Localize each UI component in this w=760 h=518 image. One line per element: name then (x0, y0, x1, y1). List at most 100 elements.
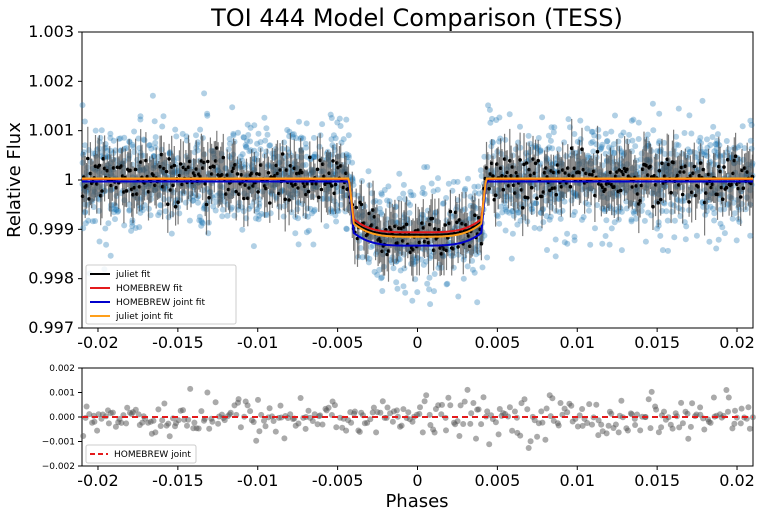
flux-point (719, 224, 726, 231)
residual-point (86, 411, 93, 418)
flux-point (687, 149, 694, 156)
flux-point (407, 188, 414, 195)
flux-point (376, 205, 383, 212)
residual-point (484, 408, 491, 415)
flux-point (311, 206, 318, 213)
flux-point (629, 137, 636, 144)
flux-point (311, 208, 317, 215)
flux-point (602, 130, 609, 137)
flux-point (197, 126, 204, 133)
flux-point (650, 127, 657, 134)
flux-point (107, 130, 114, 137)
flux-point (631, 210, 638, 217)
residual-point (438, 411, 445, 418)
flux-point (92, 218, 99, 224)
flux-point (698, 140, 704, 146)
flux-point (608, 128, 615, 135)
residual-point (319, 421, 326, 428)
flux-point (725, 146, 732, 153)
residual-ytick-label: 0.000 (49, 413, 75, 423)
residual-point (732, 407, 738, 414)
flux-point (544, 247, 550, 253)
residual-legend: HOMEBREW joint (85, 444, 197, 464)
flux-point (606, 144, 613, 151)
legend-label-homebrew-joint: HOMEBREW joint (114, 450, 191, 460)
flux-point (529, 205, 536, 212)
flux-point (598, 145, 605, 152)
residual-point (187, 385, 194, 392)
flux-point (618, 208, 625, 215)
flux-point (323, 223, 330, 230)
binned-point (100, 189, 104, 193)
flux-point (697, 134, 704, 141)
flux-point (327, 111, 334, 118)
flux-point (665, 247, 671, 254)
residual-point (707, 419, 714, 426)
residual-point (579, 422, 586, 429)
flux-point (489, 115, 495, 122)
flux-point (713, 245, 720, 252)
flux-point (462, 185, 469, 192)
flux-point (149, 92, 156, 99)
flux-point (506, 111, 513, 118)
residual-x-ticks: -0.02 -0.015 -0.01 -0.005 0 0.005 0.01 0.015 0.0… (77, 466, 755, 490)
residual-point (729, 425, 736, 432)
residual-point (431, 429, 438, 436)
binned-point (651, 204, 655, 209)
flux-point (474, 299, 481, 306)
flux-point (378, 275, 385, 282)
flux-point (465, 175, 471, 182)
flux-point (587, 241, 594, 248)
residual-point (701, 426, 708, 433)
flux-point (464, 263, 471, 270)
flux-point (378, 191, 385, 198)
flux-point (426, 286, 433, 293)
flux-point (138, 152, 145, 159)
residual-point (185, 416, 192, 423)
flux-point (707, 203, 714, 210)
flux-point (198, 222, 205, 229)
residual-point (612, 421, 619, 428)
residual-point (534, 433, 541, 440)
flux-point (537, 148, 544, 155)
flux-point (434, 186, 441, 193)
residual-point (184, 422, 190, 429)
flux-point (494, 213, 501, 220)
residual-point (297, 395, 304, 401)
flux-point (104, 147, 111, 154)
flux-point (506, 209, 513, 216)
flux-point (686, 112, 693, 119)
binned-point (501, 187, 506, 192)
flux-point (264, 131, 271, 138)
flux-point (420, 261, 427, 268)
top-xtick-label: -0.015 (152, 333, 204, 352)
flux-point (148, 145, 155, 152)
residual-point (738, 405, 745, 412)
residual-point (373, 429, 380, 436)
flux-point (703, 203, 710, 210)
flux-point (253, 208, 260, 215)
flux-point (345, 152, 352, 159)
flux-point (477, 167, 484, 174)
x-axis-label: Phases (385, 491, 448, 512)
residual-point (331, 402, 338, 409)
flux-point (332, 212, 339, 219)
residual-xtick-label: -0.005 (312, 471, 364, 490)
flux-point (479, 264, 486, 271)
flux-point (303, 229, 310, 236)
flux-point (256, 212, 263, 219)
residual-point (564, 409, 571, 416)
residual-xtick-label: 0 (412, 471, 422, 490)
flux-point (82, 142, 88, 149)
binned-point (722, 165, 726, 169)
flux-point (126, 201, 133, 208)
residual-point (91, 418, 98, 425)
residual-point (492, 419, 499, 426)
flux-point (137, 209, 144, 216)
residual-point (608, 410, 615, 417)
flux-point (711, 217, 718, 224)
flux-point (114, 208, 121, 215)
binned-point (268, 201, 272, 205)
flux-point (337, 123, 344, 129)
